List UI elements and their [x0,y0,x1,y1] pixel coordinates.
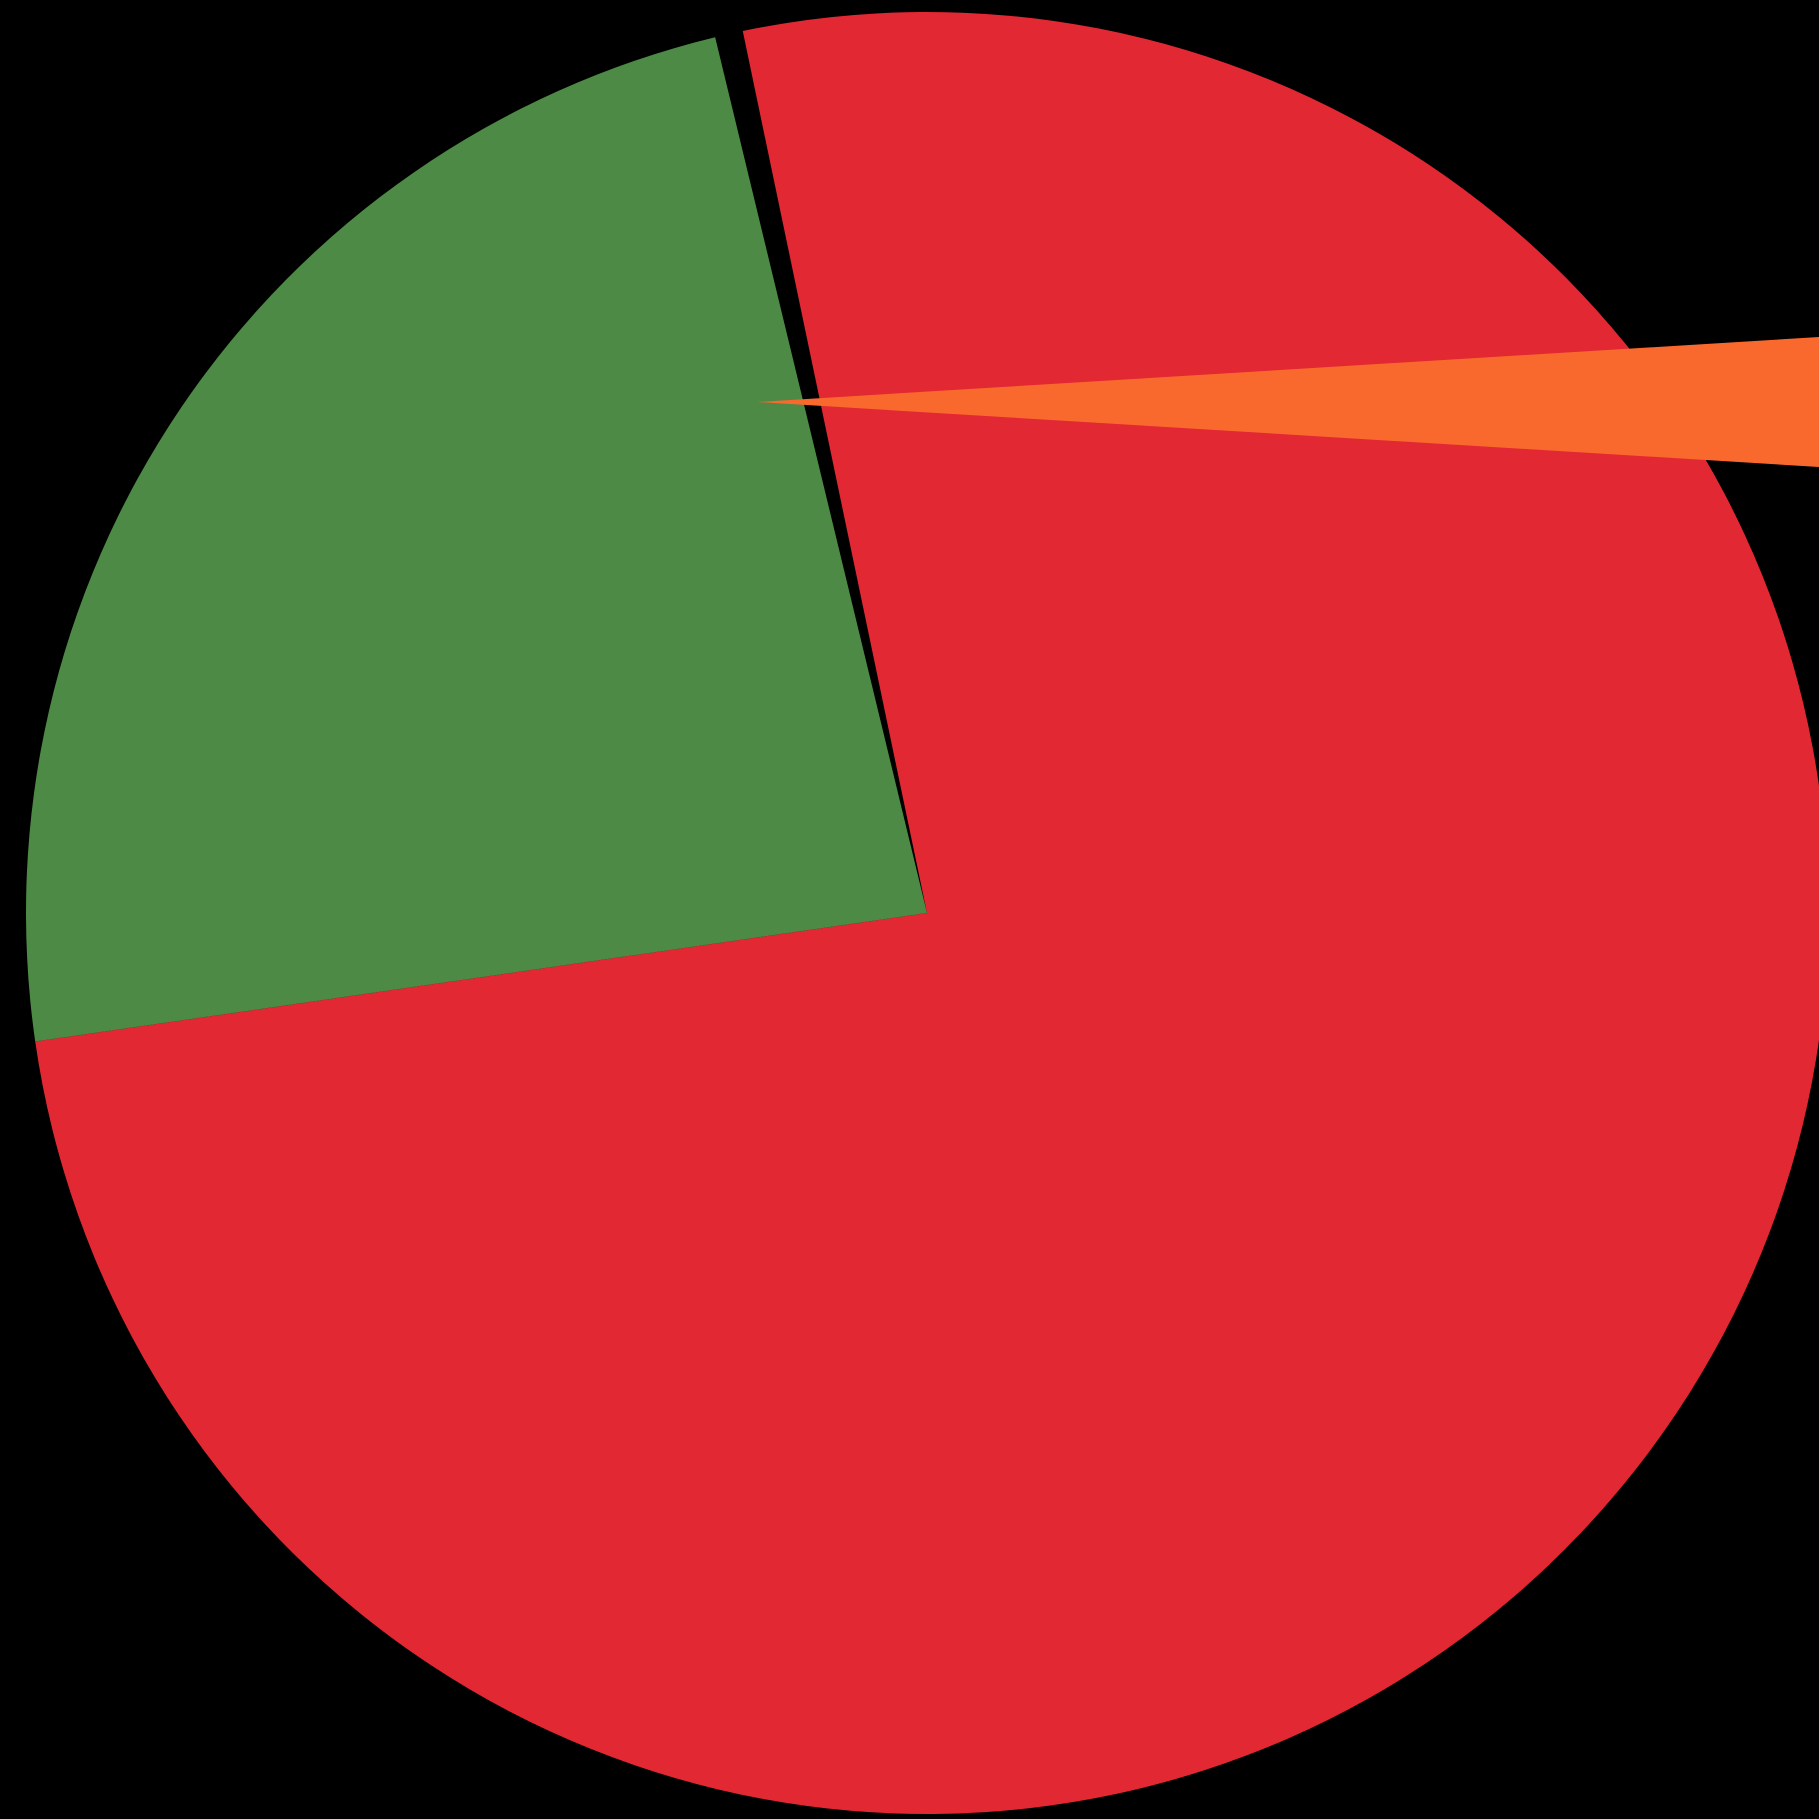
pie-slice-0 [35,12,1819,1814]
pie-slice-1 [25,37,928,1042]
pie-slice-2 [757,337,1819,467]
